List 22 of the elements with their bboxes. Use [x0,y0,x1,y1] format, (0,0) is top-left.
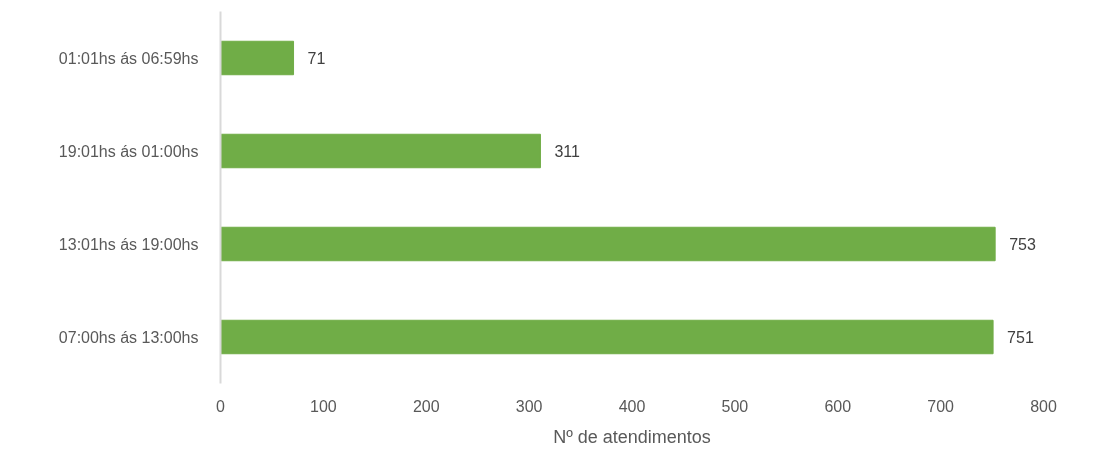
y-tick-label: 19:01hs ás 01:00hs [58,142,199,160]
bar [220,40,295,76]
x-axis-title: Nº de atendimentos [553,426,711,447]
data-label: 751 [1007,329,1034,346]
y-tick-label: 07:00hs ás 13:00hs [58,328,199,346]
bar [220,226,996,262]
x-tick-label: 600 [824,397,852,415]
x-tick-label: 300 [515,397,543,415]
bar [220,133,541,169]
data-label: 311 [554,143,581,160]
x-tick-label: 800 [1030,397,1057,415]
data-label: 71 [307,50,326,67]
bar [220,319,994,355]
x-tick-label: 400 [618,397,646,415]
y-tick-label: 13:01hs ás 19:00hs [58,235,199,253]
x-tick-label: 100 [310,397,337,415]
x-tick-label: 700 [927,397,955,415]
y-tick-label: 01:01hs ás 06:59hs [58,49,199,67]
x-tick-label: 500 [721,397,749,415]
data-label: 753 [1009,236,1036,253]
x-tick-label: 200 [412,397,440,415]
x-tick-label: 0 [216,397,226,415]
